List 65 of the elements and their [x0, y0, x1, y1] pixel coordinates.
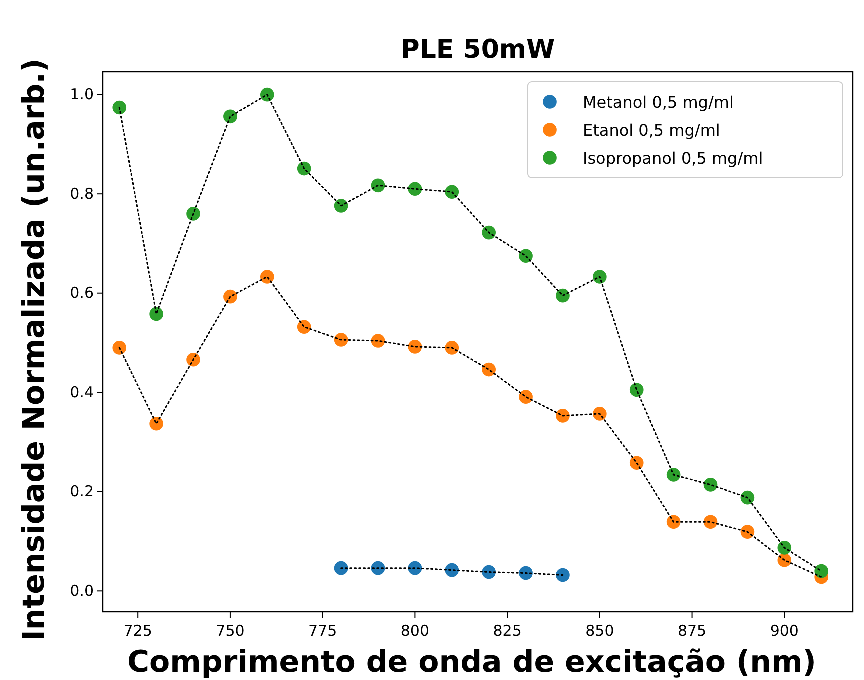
point: [112, 341, 127, 355]
chart-title: PLE 50mW: [400, 35, 556, 65]
point: [519, 249, 533, 264]
point: [408, 182, 422, 196]
point: [704, 515, 718, 530]
x-tick-label: 725: [124, 622, 152, 640]
point: [260, 88, 274, 102]
point: [186, 352, 200, 367]
point: [150, 416, 164, 431]
x-tick-label: 875: [678, 622, 707, 640]
point: [482, 226, 496, 240]
y-tick-label: 0.4: [70, 383, 94, 402]
point: [556, 568, 570, 582]
x-tick-label: 775: [308, 622, 338, 640]
x-tick-label: 850: [586, 622, 614, 640]
point: [260, 270, 274, 284]
point: [740, 490, 755, 505]
point: [593, 270, 607, 284]
point: [112, 100, 127, 115]
point: [186, 207, 200, 221]
x-tick-label: 900: [770, 622, 799, 640]
point: [778, 541, 792, 555]
point: [519, 390, 533, 404]
point: [814, 564, 829, 578]
point: [630, 383, 644, 398]
point: [371, 561, 386, 576]
point: [630, 456, 644, 470]
x-tick-label: 800: [400, 622, 430, 640]
y-tick-label: 0.0: [70, 582, 94, 600]
point: [556, 288, 570, 303]
point: [593, 407, 607, 421]
point: [334, 199, 348, 213]
point: [150, 307, 164, 322]
point: [445, 563, 460, 578]
point: [666, 515, 681, 530]
y-tick-label: 1.0: [70, 86, 94, 104]
point: [482, 362, 496, 377]
y-tick-label: 0.2: [70, 482, 94, 501]
y-tick-label: 0.8: [70, 184, 94, 203]
y-tick-label: 0.6: [70, 284, 94, 302]
point: [334, 333, 348, 347]
point: [556, 409, 570, 423]
legend-label: Metanol 0,5 mg/ml: [583, 93, 734, 112]
point: [704, 478, 718, 492]
point: [519, 566, 533, 580]
point: [740, 525, 755, 539]
point: [334, 561, 348, 576]
point: [224, 110, 238, 124]
legend-label: Etanol 0,5 mg/ml: [583, 121, 720, 140]
x-axis-title: Comprimento de onda de excitação (nm): [128, 645, 816, 680]
point: [297, 320, 312, 334]
point: [482, 565, 496, 580]
point: [224, 290, 238, 304]
point: [297, 162, 312, 176]
point: [371, 178, 386, 193]
x-tick-label: 825: [493, 622, 522, 640]
y-axis-title: Intensidade Normalizada (un.arb.): [17, 58, 52, 642]
point: [408, 561, 422, 576]
point: [445, 185, 460, 200]
point: [445, 341, 460, 355]
point: [666, 468, 681, 482]
legend-label: Isopropanol 0,5 mg/ml: [583, 149, 764, 168]
point: [371, 334, 386, 348]
point: [408, 340, 422, 354]
x-tick-label: 750: [216, 622, 245, 640]
